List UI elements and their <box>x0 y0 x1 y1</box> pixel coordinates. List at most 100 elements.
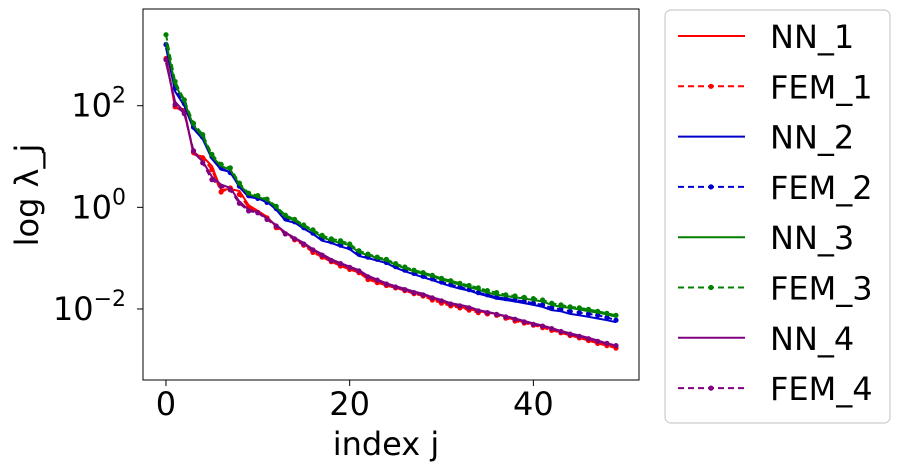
data-point-fem_4-22 <box>365 274 371 280</box>
data-point-fem_3-15 <box>301 222 307 228</box>
data-point-fem_3-11 <box>264 196 270 202</box>
data-point-fem_2-37 <box>503 296 509 302</box>
x-tick-label: 20 <box>329 385 370 423</box>
data-point-fem_2-40 <box>530 300 537 306</box>
legend: NN_1 FEM_1 NN_2 FEM_2 NN_3 FEM_3 NN_4 FEM_4 <box>678 18 873 408</box>
data-point-fem_3-28 <box>420 270 426 276</box>
series-line-fem_1 <box>165 58 617 350</box>
data-point-fem_2-43 <box>558 306 564 312</box>
x-axis-label: index j <box>333 425 440 463</box>
data-point-fem_3-47 <box>595 308 601 314</box>
data-point-fem_2-47 <box>595 312 601 318</box>
data-point-fem_3-41 <box>540 297 546 303</box>
data-point-fem_4-19 <box>337 261 344 267</box>
data-point-fem_4-37 <box>503 314 509 320</box>
data-point-fem_3-49 <box>613 312 619 318</box>
legend-marker-fem_2 <box>708 184 714 190</box>
legend-label-fem_1: FEM_1 <box>770 68 873 106</box>
data-point-fem_4-26 <box>402 287 408 293</box>
y-tick-label: 100 <box>71 185 126 226</box>
data-point-fem_4-31 <box>448 301 454 307</box>
data-point-fem_3-27 <box>411 267 417 273</box>
data-point-fem_2-38 <box>512 297 518 303</box>
data-point-fem_4-3 <box>190 148 197 154</box>
legend-label-nn_2: NN_2 <box>770 119 854 157</box>
legend-label-nn_3: NN_3 <box>770 219 854 257</box>
data-point-fem_3-25 <box>393 261 399 267</box>
legend-label-nn_1: NN_1 <box>770 18 854 56</box>
data-point-fem_4-17 <box>319 252 325 258</box>
data-point-fem_4-48 <box>604 340 610 346</box>
plot-area <box>142 8 640 381</box>
data-point-fem_4-10 <box>255 210 261 216</box>
data-point-fem_2-48 <box>604 314 610 321</box>
data-point-fem_3-16 <box>310 227 316 233</box>
data-point-fem_4-4 <box>200 160 206 166</box>
data-point-fem_3-32 <box>457 280 463 286</box>
data-point-fem_3-8 <box>236 180 242 186</box>
data-point-fem_4-9 <box>246 208 252 214</box>
data-point-fem_2-44 <box>567 308 573 314</box>
data-point-fem_4-35 <box>484 310 490 316</box>
data-point-fem_4-21 <box>356 268 362 274</box>
data-point-fem_4-44 <box>567 331 573 337</box>
data-point-fem_2-41 <box>540 302 546 308</box>
data-point-fem_4-1 <box>172 102 178 108</box>
data-point-fem_2-36 <box>494 294 500 300</box>
data-point-fem_3-20 <box>347 241 353 247</box>
data-point-fem_3-37 <box>503 292 509 298</box>
data-point-fem_4-13 <box>282 231 288 237</box>
data-point-fem_3-23 <box>374 254 380 260</box>
data-point-fem_4-6 <box>218 183 224 189</box>
data-point-fem_4-33 <box>466 305 472 311</box>
data-point-fem_4-15 <box>301 241 307 247</box>
legend-label-fem_3: FEM_3 <box>770 270 873 308</box>
data-point-fem_4-23 <box>374 277 380 283</box>
data-point-fem_3-26 <box>402 264 408 270</box>
data-point-fem_4-27 <box>411 290 417 296</box>
data-point-fem_4-14 <box>292 236 298 242</box>
legend-box <box>664 9 891 424</box>
data-point-fem_2-46 <box>585 311 592 317</box>
data-point-fem_4-7 <box>227 187 233 193</box>
legend-label-fem_4: FEM_4 <box>770 370 873 408</box>
data-point-fem_3-7 <box>227 165 233 171</box>
legend-marker-fem_1 <box>708 83 714 89</box>
data-point-fem_4-5 <box>209 177 215 183</box>
data-point-fem_4-25 <box>393 284 399 290</box>
y-tick-label: 10−2 <box>53 287 126 328</box>
series-layer <box>163 32 619 351</box>
data-point-fem_3-39 <box>521 294 527 300</box>
data-point-fem_1-5 <box>209 167 215 173</box>
data-point-fem_4-38 <box>512 316 518 322</box>
data-point-fem_4-43 <box>558 328 564 335</box>
data-point-fem_3-5 <box>209 151 215 157</box>
data-point-fem_4-36 <box>494 311 500 317</box>
data-point-fem_3-24 <box>383 256 389 262</box>
data-point-fem_3-14 <box>292 216 298 222</box>
data-point-fem_3-1 <box>172 78 178 85</box>
data-point-fem_3-45 <box>576 305 582 311</box>
data-point-fem_4-49 <box>613 343 619 349</box>
data-point-fem_4-29 <box>429 295 435 301</box>
data-point-fem_4-34 <box>475 308 481 314</box>
data-point-fem_4-11 <box>264 216 270 222</box>
data-point-fem_1-6 <box>218 189 224 195</box>
data-point-fem_4-12 <box>273 223 279 229</box>
data-point-fem_3-30 <box>438 275 445 281</box>
legend-marker-fem_3 <box>708 284 714 291</box>
data-point-fem_3-35 <box>484 288 490 294</box>
data-point-fem_4-30 <box>438 298 445 304</box>
data-point-fem_4-2 <box>181 111 187 117</box>
data-point-fem_3-0 <box>163 32 169 38</box>
data-point-fem_4-41 <box>540 323 546 329</box>
data-point-fem_1-8 <box>236 191 242 197</box>
data-point-fem_4-24 <box>383 281 389 287</box>
data-point-fem_2-39 <box>521 298 527 305</box>
data-point-fem_3-46 <box>585 306 592 312</box>
legend-label-fem_2: FEM_2 <box>770 169 873 207</box>
data-point-fem_3-4 <box>200 132 206 138</box>
data-point-fem_4-18 <box>328 257 334 264</box>
data-point-fem_3-38 <box>512 293 518 299</box>
data-point-fem_2-45 <box>576 310 582 316</box>
